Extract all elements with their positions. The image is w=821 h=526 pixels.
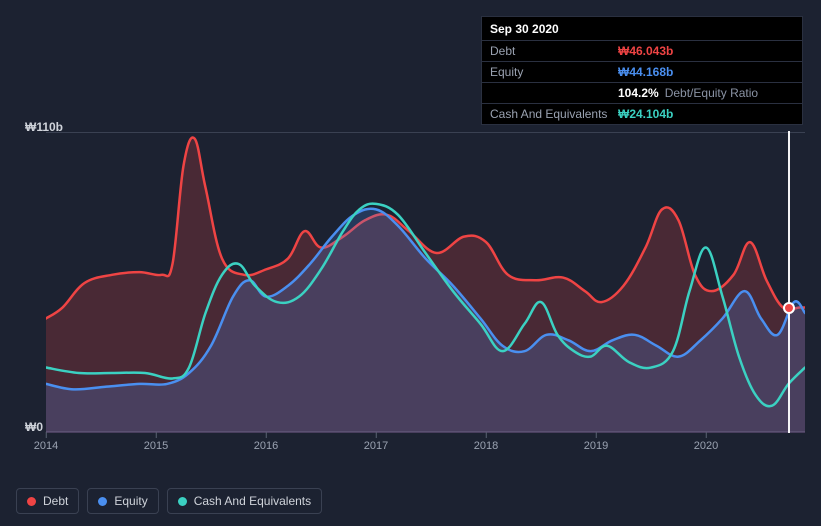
debt-equity-chart: ₩110b ₩0 2014201520162017201820192020 <box>16 120 805 460</box>
tooltip-row: Debt₩46.043b <box>482 40 802 61</box>
x-axis: 2014201520162017201820192020 <box>46 436 805 460</box>
tooltip-row-value: ₩46.043b <box>618 44 673 58</box>
legend-item[interactable]: Debt <box>16 488 79 514</box>
chart-plot-area[interactable] <box>46 132 805 432</box>
tooltip-row: Cash And Equivalents₩24.104b <box>482 103 802 124</box>
tooltip-row-sublabel: Debt/Equity Ratio <box>665 86 758 100</box>
x-axis-tick: 2019 <box>584 440 608 452</box>
chart-legend: Debt Equity Cash And Equivalents <box>16 488 322 514</box>
y-axis-min-label: ₩0 <box>25 420 43 434</box>
legend-item-label: Debt <box>43 494 68 508</box>
legend-item-label: Cash And Equivalents <box>194 494 311 508</box>
tooltip-date: Sep 30 2020 <box>482 17 802 40</box>
x-axis-tick: 2015 <box>144 440 168 452</box>
legend-dot-icon <box>98 497 107 506</box>
legend-dot-icon <box>27 497 36 506</box>
legend-item[interactable]: Cash And Equivalents <box>167 488 322 514</box>
tooltip-row: 104.2% Debt/Equity Ratio <box>482 82 802 103</box>
x-axis-tick: 2014 <box>34 440 58 452</box>
tooltip-row: Equity₩44.168b <box>482 61 802 82</box>
x-axis-tick: 2018 <box>474 440 498 452</box>
tooltip-row-value: ₩24.104b <box>618 107 673 121</box>
x-axis-tick: 2020 <box>694 440 718 452</box>
legend-item-label: Equity <box>114 494 147 508</box>
legend-dot-icon <box>178 497 187 506</box>
chart-hover-marker <box>783 302 795 314</box>
tooltip-row-label: Equity <box>490 65 618 79</box>
legend-item[interactable]: Equity <box>87 488 158 514</box>
x-axis-tick: 2017 <box>364 440 388 452</box>
chart-tooltip: Sep 30 2020 Debt₩46.043bEquity₩44.168b10… <box>481 16 803 125</box>
chart-hover-line <box>788 131 790 433</box>
tooltip-row-value: 104.2% <box>618 86 659 100</box>
tooltip-row-value: ₩44.168b <box>618 65 673 79</box>
tooltip-row-label: Cash And Equivalents <box>490 107 618 121</box>
x-axis-tick: 2016 <box>254 440 278 452</box>
tooltip-row-label: Debt <box>490 44 618 58</box>
